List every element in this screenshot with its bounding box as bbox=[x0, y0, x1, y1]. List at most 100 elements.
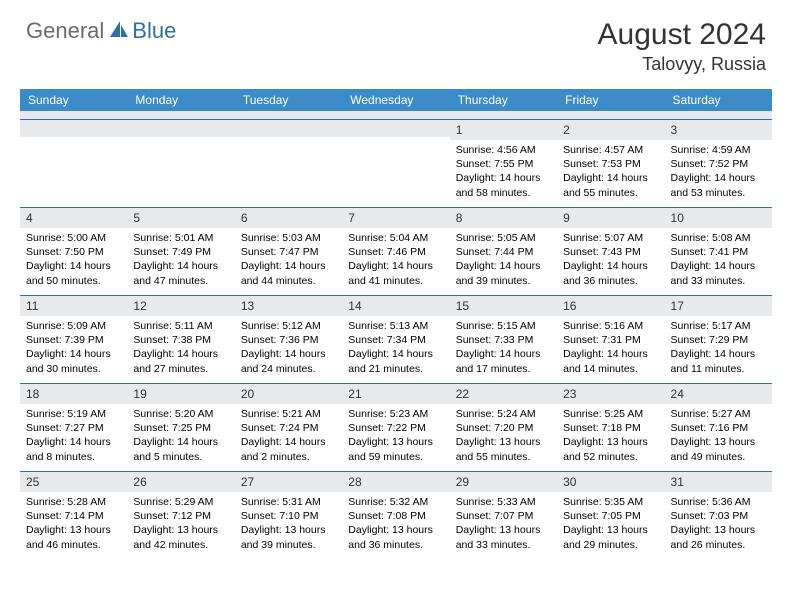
day-number: 17 bbox=[665, 295, 772, 316]
day-cell: 11Sunrise: 5:09 AMSunset: 7:39 PMDayligh… bbox=[20, 295, 127, 383]
sunrise-line: Sunrise: 5:21 AM bbox=[241, 407, 336, 421]
day-cell: 31Sunrise: 5:36 AMSunset: 7:03 PMDayligh… bbox=[665, 471, 772, 559]
day-cell: 30Sunrise: 5:35 AMSunset: 7:05 PMDayligh… bbox=[557, 471, 664, 559]
sunrise-line: Sunrise: 5:00 AM bbox=[26, 231, 121, 245]
day-body: Sunrise: 5:15 AMSunset: 7:33 PMDaylight:… bbox=[450, 316, 557, 382]
sunrise-line: Sunrise: 5:32 AM bbox=[348, 495, 443, 509]
sunset-line: Sunset: 7:47 PM bbox=[241, 245, 336, 259]
sunrise-line: Sunrise: 5:11 AM bbox=[133, 319, 228, 333]
day-number: 6 bbox=[235, 207, 342, 228]
day-cell: 23Sunrise: 5:25 AMSunset: 7:18 PMDayligh… bbox=[557, 383, 664, 471]
day-number: 15 bbox=[450, 295, 557, 316]
day-body: Sunrise: 5:13 AMSunset: 7:34 PMDaylight:… bbox=[342, 316, 449, 382]
day-cell: 13Sunrise: 5:12 AMSunset: 7:36 PMDayligh… bbox=[235, 295, 342, 383]
day-body: Sunrise: 5:20 AMSunset: 7:25 PMDaylight:… bbox=[127, 404, 234, 470]
day-body: Sunrise: 5:07 AMSunset: 7:43 PMDaylight:… bbox=[557, 228, 664, 294]
day-cell: 21Sunrise: 5:23 AMSunset: 7:22 PMDayligh… bbox=[342, 383, 449, 471]
sunrise-line: Sunrise: 5:01 AM bbox=[133, 231, 228, 245]
daylight-line: Daylight: 14 hours and 55 minutes. bbox=[563, 171, 658, 199]
spacer-row bbox=[20, 111, 772, 119]
daylight-line: Daylight: 14 hours and 5 minutes. bbox=[133, 435, 228, 463]
day-body: Sunrise: 5:32 AMSunset: 7:08 PMDaylight:… bbox=[342, 492, 449, 558]
day-number: 23 bbox=[557, 383, 664, 404]
sunrise-line: Sunrise: 5:05 AM bbox=[456, 231, 551, 245]
daylight-line: Daylight: 13 hours and 59 minutes. bbox=[348, 435, 443, 463]
sunrise-line: Sunrise: 5:31 AM bbox=[241, 495, 336, 509]
day-body: Sunrise: 4:56 AMSunset: 7:55 PMDaylight:… bbox=[450, 140, 557, 206]
sunset-line: Sunset: 7:34 PM bbox=[348, 333, 443, 347]
sunset-line: Sunset: 7:05 PM bbox=[563, 509, 658, 523]
day-number: 28 bbox=[342, 471, 449, 492]
sunset-line: Sunset: 7:50 PM bbox=[26, 245, 121, 259]
sunset-line: Sunset: 7:20 PM bbox=[456, 421, 551, 435]
day-cell: 3Sunrise: 4:59 AMSunset: 7:52 PMDaylight… bbox=[665, 119, 772, 207]
day-number: 8 bbox=[450, 207, 557, 228]
sunset-line: Sunset: 7:12 PM bbox=[133, 509, 228, 523]
daylight-line: Daylight: 13 hours and 29 minutes. bbox=[563, 523, 658, 551]
day-number: 2 bbox=[557, 119, 664, 140]
day-number: 3 bbox=[665, 119, 772, 140]
day-body: Sunrise: 5:01 AMSunset: 7:49 PMDaylight:… bbox=[127, 228, 234, 294]
sunset-line: Sunset: 7:25 PM bbox=[133, 421, 228, 435]
day-cell: 25Sunrise: 5:28 AMSunset: 7:14 PMDayligh… bbox=[20, 471, 127, 559]
sunrise-line: Sunrise: 5:09 AM bbox=[26, 319, 121, 333]
sunset-line: Sunset: 7:39 PM bbox=[26, 333, 121, 347]
daylight-line: Daylight: 14 hours and 21 minutes. bbox=[348, 347, 443, 375]
day-number: 10 bbox=[665, 207, 772, 228]
empty-cell bbox=[20, 119, 127, 207]
sunrise-line: Sunrise: 5:12 AM bbox=[241, 319, 336, 333]
month-title: August 2024 bbox=[598, 18, 766, 52]
sunrise-line: Sunrise: 5:35 AM bbox=[563, 495, 658, 509]
sunrise-line: Sunrise: 5:17 AM bbox=[671, 319, 766, 333]
logo-text-general: General bbox=[26, 18, 104, 44]
day-number: 26 bbox=[127, 471, 234, 492]
day-number: 25 bbox=[20, 471, 127, 492]
day-number: 19 bbox=[127, 383, 234, 404]
sunset-line: Sunset: 7:16 PM bbox=[671, 421, 766, 435]
day-body: Sunrise: 5:05 AMSunset: 7:44 PMDaylight:… bbox=[450, 228, 557, 294]
day-body: Sunrise: 5:19 AMSunset: 7:27 PMDaylight:… bbox=[20, 404, 127, 470]
weekday-header-row: SundayMondayTuesdayWednesdayThursdayFrid… bbox=[20, 89, 772, 111]
day-body: Sunrise: 5:08 AMSunset: 7:41 PMDaylight:… bbox=[665, 228, 772, 294]
day-number: 21 bbox=[342, 383, 449, 404]
sunset-line: Sunset: 7:43 PM bbox=[563, 245, 658, 259]
day-cell: 17Sunrise: 5:17 AMSunset: 7:29 PMDayligh… bbox=[665, 295, 772, 383]
sunrise-line: Sunrise: 5:07 AM bbox=[563, 231, 658, 245]
sunrise-line: Sunrise: 5:20 AM bbox=[133, 407, 228, 421]
logo-sail-icon bbox=[108, 19, 130, 44]
sunset-line: Sunset: 7:38 PM bbox=[133, 333, 228, 347]
day-body: Sunrise: 5:17 AMSunset: 7:29 PMDaylight:… bbox=[665, 316, 772, 382]
day-cell: 24Sunrise: 5:27 AMSunset: 7:16 PMDayligh… bbox=[665, 383, 772, 471]
calendar-row: 18Sunrise: 5:19 AMSunset: 7:27 PMDayligh… bbox=[20, 383, 772, 471]
weekday-header: Thursday bbox=[450, 89, 557, 111]
sunrise-line: Sunrise: 5:19 AM bbox=[26, 407, 121, 421]
day-cell: 15Sunrise: 5:15 AMSunset: 7:33 PMDayligh… bbox=[450, 295, 557, 383]
sunset-line: Sunset: 7:03 PM bbox=[671, 509, 766, 523]
day-cell: 28Sunrise: 5:32 AMSunset: 7:08 PMDayligh… bbox=[342, 471, 449, 559]
day-body: Sunrise: 5:16 AMSunset: 7:31 PMDaylight:… bbox=[557, 316, 664, 382]
sunset-line: Sunset: 7:46 PM bbox=[348, 245, 443, 259]
sunset-line: Sunset: 7:14 PM bbox=[26, 509, 121, 523]
daylight-line: Daylight: 14 hours and 8 minutes. bbox=[26, 435, 121, 463]
sunrise-line: Sunrise: 4:59 AM bbox=[671, 143, 766, 157]
daylight-line: Daylight: 14 hours and 27 minutes. bbox=[133, 347, 228, 375]
daylight-line: Daylight: 13 hours and 42 minutes. bbox=[133, 523, 228, 551]
sunrise-line: Sunrise: 5:03 AM bbox=[241, 231, 336, 245]
daylight-line: Daylight: 13 hours and 39 minutes. bbox=[241, 523, 336, 551]
day-body: Sunrise: 5:27 AMSunset: 7:16 PMDaylight:… bbox=[665, 404, 772, 470]
page-header: General Blue August 2024 Talovyy, Russia bbox=[0, 0, 792, 83]
calendar-table: SundayMondayTuesdayWednesdayThursdayFrid… bbox=[20, 89, 772, 559]
logo: General Blue bbox=[26, 18, 176, 44]
day-number: 14 bbox=[342, 295, 449, 316]
daylight-line: Daylight: 14 hours and 14 minutes. bbox=[563, 347, 658, 375]
day-body: Sunrise: 4:59 AMSunset: 7:52 PMDaylight:… bbox=[665, 140, 772, 206]
daylight-line: Daylight: 13 hours and 46 minutes. bbox=[26, 523, 121, 551]
daylight-line: Daylight: 14 hours and 11 minutes. bbox=[671, 347, 766, 375]
daylight-line: Daylight: 13 hours and 33 minutes. bbox=[456, 523, 551, 551]
day-number: 31 bbox=[665, 471, 772, 492]
day-body: Sunrise: 5:35 AMSunset: 7:05 PMDaylight:… bbox=[557, 492, 664, 558]
sunrise-line: Sunrise: 5:16 AM bbox=[563, 319, 658, 333]
day-cell: 18Sunrise: 5:19 AMSunset: 7:27 PMDayligh… bbox=[20, 383, 127, 471]
daylight-line: Daylight: 13 hours and 52 minutes. bbox=[563, 435, 658, 463]
sunset-line: Sunset: 7:55 PM bbox=[456, 157, 551, 171]
